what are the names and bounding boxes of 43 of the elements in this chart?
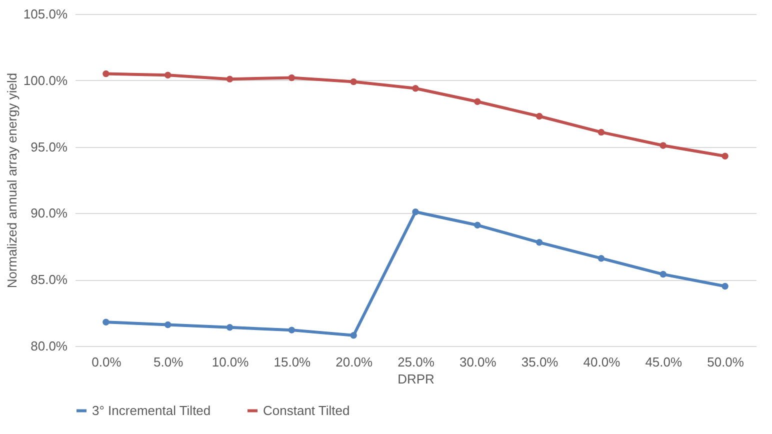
x-tick-label: 40.0%	[583, 354, 621, 370]
y-tick-label: 85.0%	[30, 272, 68, 288]
point	[102, 318, 110, 326]
y-tick-label: 105.0%	[23, 6, 68, 22]
point	[474, 222, 481, 228]
point	[536, 239, 543, 246]
point	[288, 326, 296, 334]
point	[102, 70, 110, 78]
x-tick-label: 35.0%	[521, 354, 559, 370]
y-tick-label: 80.0%	[30, 338, 68, 354]
point	[598, 128, 605, 136]
point	[226, 76, 234, 82]
legend-label: 3° Incremental Tilted	[92, 402, 211, 418]
point	[350, 78, 357, 86]
point	[226, 324, 234, 331]
x-tick-label: 25.0%	[398, 354, 435, 370]
point	[164, 72, 172, 78]
point	[722, 152, 728, 160]
x-tick-label: 20.0%	[336, 354, 373, 370]
point	[660, 270, 666, 278]
point	[660, 142, 666, 149]
point	[536, 112, 543, 120]
point	[412, 208, 419, 216]
point	[474, 98, 481, 105]
point	[722, 282, 728, 290]
y-axis-title: Normalized annual array energy yield	[4, 72, 20, 288]
x-tick-label: 10.0%	[212, 354, 250, 370]
point	[164, 321, 172, 328]
x-tick-label: 50.0%	[707, 354, 744, 370]
legend-label: Constant Tilted	[263, 402, 350, 418]
x-tick-label: 15.0%	[274, 354, 312, 370]
y-tick-label: 95.0%	[30, 139, 68, 154]
x-tick-label: 5.0%	[154, 354, 184, 370]
y-tick-label: 90.0%	[30, 206, 68, 221]
x-tick-label: 45.0%	[645, 354, 682, 370]
x-tick-label: 30.0%	[459, 354, 497, 370]
y-tick-label: 100.0%	[23, 72, 68, 88]
point	[288, 74, 296, 82]
x-tick-label: 0.0%	[92, 354, 122, 370]
x-axis-title: DRPR	[398, 372, 434, 386]
point	[350, 332, 357, 339]
point	[598, 255, 605, 262]
point	[412, 85, 419, 92]
